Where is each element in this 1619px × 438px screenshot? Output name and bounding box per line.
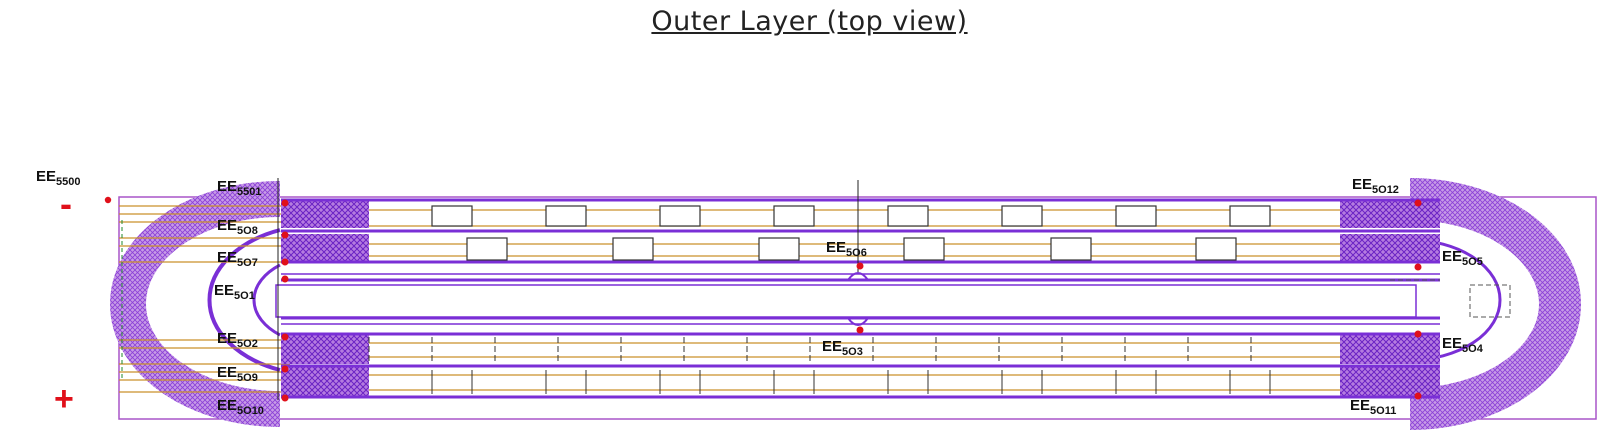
slots-bottom xyxy=(368,337,1271,394)
label-ee5o12: EE5O12 xyxy=(1352,176,1399,196)
label-ee5o3: EE5O3 xyxy=(822,338,863,358)
labels: EE5500 EE5501 EE5O8 EE5O7 EE5O1 EE5O2 EE… xyxy=(36,168,1484,417)
label-ee5o7: EE5O7 xyxy=(217,249,258,269)
label-ee5501: EE5501 xyxy=(217,178,262,198)
pad-blocks xyxy=(281,200,1440,397)
label-ee5o11: EE5O11 xyxy=(1350,397,1396,417)
left-end-turn xyxy=(110,181,290,427)
plus-terminal: + xyxy=(54,380,74,418)
label-ee5o8: EE5O8 xyxy=(217,217,258,237)
label-ee5500: EE5500 xyxy=(36,168,81,188)
label-ee5o1: EE5O1 xyxy=(214,282,255,302)
label-ee5o6: EE5O6 xyxy=(826,239,867,259)
junction-pads xyxy=(104,196,1422,402)
slots-top xyxy=(431,205,1271,261)
conductor-stripes xyxy=(275,178,1440,400)
right-end-turn xyxy=(1409,178,1581,430)
label-ee5o4: EE5O4 xyxy=(1442,335,1484,355)
minus-terminal: - xyxy=(60,183,72,224)
label-ee5o5: EE5O5 xyxy=(1442,248,1483,268)
label-ee5o9: EE5O9 xyxy=(217,364,258,384)
diagram-title: Outer Layer (top view) xyxy=(651,6,968,37)
label-ee5o10: EE5O10 xyxy=(217,397,264,417)
label-ee5o2: EE5O2 xyxy=(217,330,258,350)
center-crossovers xyxy=(847,272,869,326)
